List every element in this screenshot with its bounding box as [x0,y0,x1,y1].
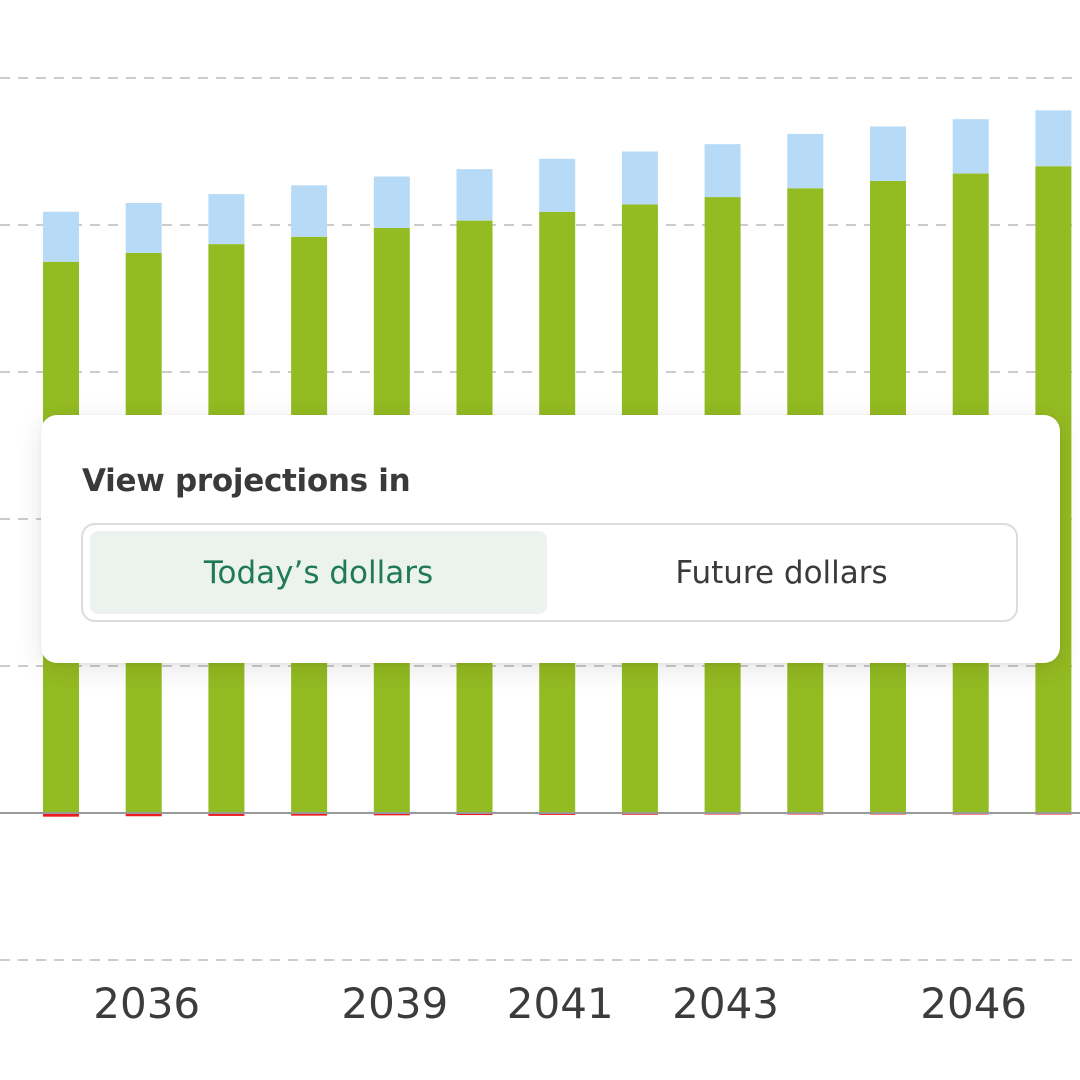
x-tick-label-2039: 2039 [341,979,448,1028]
bar-blue-2037 [208,194,245,245]
view-projections-panel: View projections in Today’s dollars Futu… [41,415,1060,663]
bar-blue-2040 [456,169,493,221]
bar-red-2035 [43,813,79,817]
bar-blue-2045 [870,126,906,181]
panel-title: View projections in [82,463,411,499]
bar-blue-2046 [952,119,989,174]
bar-blue-2043 [704,144,741,198]
bar-blue-2047 [1035,110,1072,167]
bar-blue-2041 [539,158,576,212]
todays-dollars-option[interactable]: Today’s dollars [90,531,547,614]
bar-blue-2035 [43,211,79,262]
bar-red-2036 [125,813,162,817]
x-tick-label-2043: 2043 [672,979,779,1028]
bar-red-2039 [373,813,410,816]
x-tick-label-2046: 2046 [920,979,1027,1028]
dollars-toggle: Today’s dollars Future dollars [81,523,1018,622]
bar-blue-2042 [621,151,658,205]
bar-blue-2036 [125,202,162,253]
bar-blue-2038 [291,185,328,237]
bar-red-2038 [291,813,328,816]
x-tick-label-2041: 2041 [507,979,614,1028]
bar-blue-2039 [373,176,410,228]
bar-red-2040 [456,813,493,816]
bar-blue-2044 [787,133,824,189]
x-tick-label-2036: 2036 [93,979,200,1028]
future-dollars-option[interactable]: Future dollars [675,554,888,591]
bar-red-2037 [208,813,245,816]
